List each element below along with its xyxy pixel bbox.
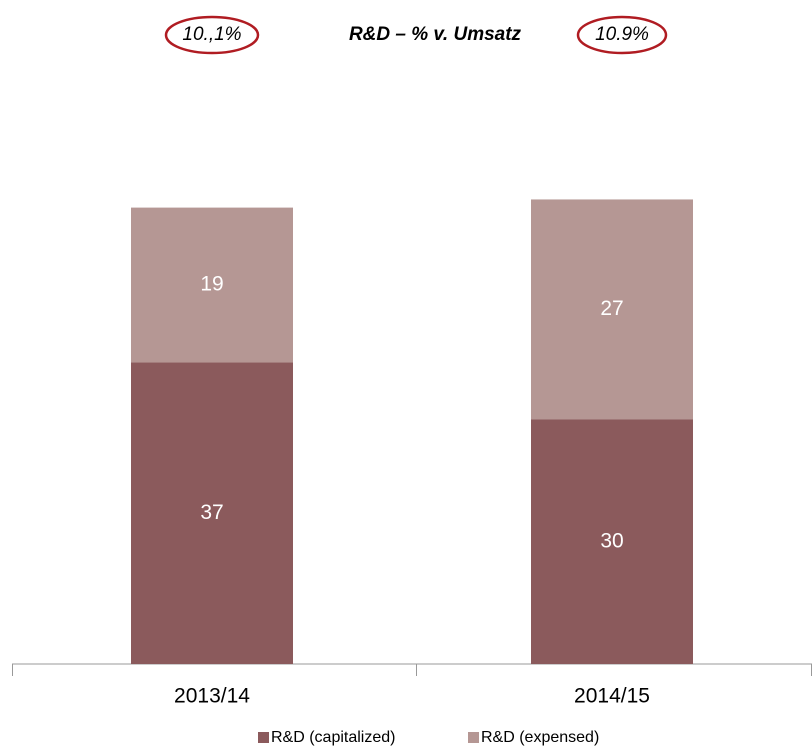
value-label: 19 [200,273,223,296]
bar-segment [131,207,293,363]
bar-segment [131,362,293,664]
x-tick-label: 2013/14 [174,685,250,708]
value-label: 30 [600,529,623,552]
legend-swatch [258,732,269,743]
legend-label: R&D (capitalized) [271,729,395,746]
annotation: 10.,1% [182,24,241,45]
annotation: 10.9% [595,24,649,45]
bar-segment [531,199,693,420]
legend-swatch [468,732,479,743]
annotation-circle [164,15,260,55]
value-label: 37 [200,501,223,524]
legend-label: R&D (expensed) [481,729,599,746]
chart-title: R&D – % v. Umsatz [349,24,522,45]
value-label: 27 [600,297,623,320]
annotation-circle [576,15,668,55]
bar-segment [531,419,693,664]
x-tick-label: 2014/15 [574,685,650,708]
